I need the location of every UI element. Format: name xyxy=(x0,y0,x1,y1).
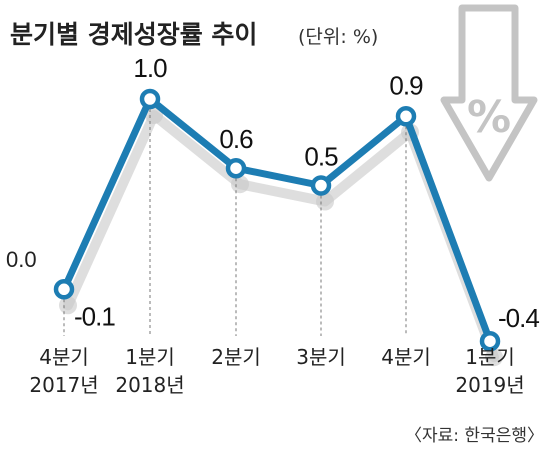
category-label: 2017년 xyxy=(29,373,98,397)
category-label: 4분기 xyxy=(381,345,431,369)
category-label: 1분기 xyxy=(125,345,175,369)
data-point xyxy=(139,88,161,110)
series-line xyxy=(60,95,494,345)
chart-unit: (단위: %) xyxy=(298,26,378,48)
zero-axis-label: 0.0 xyxy=(6,247,37,272)
data-label: 1.0 xyxy=(133,53,167,83)
data-point xyxy=(479,330,501,352)
data-label: 0.6 xyxy=(219,124,253,154)
percent-symbol: % xyxy=(467,92,511,143)
data-point xyxy=(225,157,247,179)
data-label: -0.1 xyxy=(74,301,115,331)
source-note: 〈자료: 한국은행〉 xyxy=(405,426,544,446)
line-shadow xyxy=(63,110,499,363)
data-point xyxy=(310,175,332,196)
data-label: 0.5 xyxy=(304,142,338,172)
percent-down-arrow-icon: % xyxy=(440,4,538,182)
data-label: -0.4 xyxy=(498,303,539,333)
category-label: 1분기 xyxy=(465,345,515,369)
category-label: 2018년 xyxy=(115,373,184,397)
data-label: 0.9 xyxy=(389,70,423,100)
data-point xyxy=(53,279,75,300)
category-label: 3분기 xyxy=(296,345,346,369)
category-label: 2019년 xyxy=(455,373,524,397)
chart-title: 분기별 경제성장률 추이 xyxy=(10,20,257,49)
point-shadow xyxy=(485,348,503,367)
data-point xyxy=(395,106,417,127)
category-label: 2분기 xyxy=(211,345,261,369)
category-label: 4분기 xyxy=(39,345,89,369)
